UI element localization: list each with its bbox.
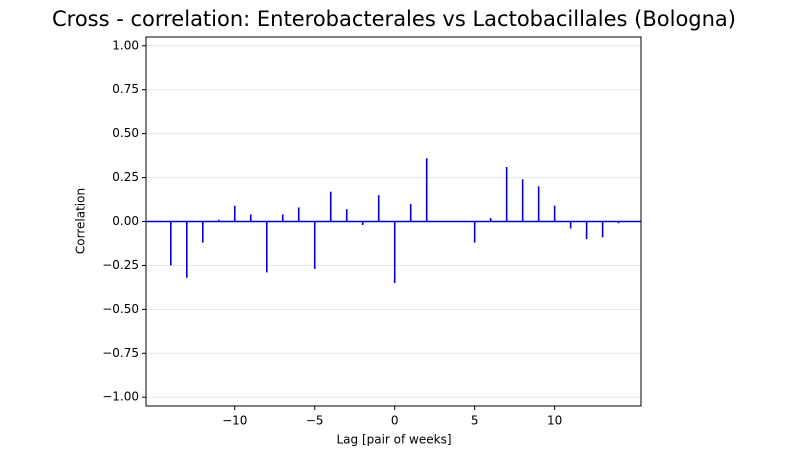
plot-frame bbox=[145, 36, 642, 407]
y-tick-label: −0.75 bbox=[102, 346, 139, 360]
y-tick-label: 0.00 bbox=[112, 214, 139, 228]
x-tick-label: 10 bbox=[547, 414, 562, 428]
y-tick-label: 0.75 bbox=[112, 82, 139, 96]
x-axis-label: Lag [pair of weeks] bbox=[336, 433, 451, 447]
chart-title: Cross - correlation: Enterobacterales vs… bbox=[52, 7, 736, 31]
y-tick-label: 0.25 bbox=[112, 170, 139, 184]
x-tick-label: −10 bbox=[222, 414, 247, 428]
x-tick-label: −5 bbox=[306, 414, 324, 428]
y-tick-label: −1.00 bbox=[102, 390, 139, 404]
y-tick-label: −0.25 bbox=[102, 258, 139, 272]
x-tick-label: 5 bbox=[471, 414, 479, 428]
y-tick-label: 1.00 bbox=[112, 38, 139, 52]
y-tick-label: −0.50 bbox=[102, 302, 139, 316]
x-tick-label: 0 bbox=[391, 414, 399, 428]
y-tick-label: 0.50 bbox=[112, 126, 139, 140]
y-axis-label: Correlation bbox=[74, 188, 88, 254]
